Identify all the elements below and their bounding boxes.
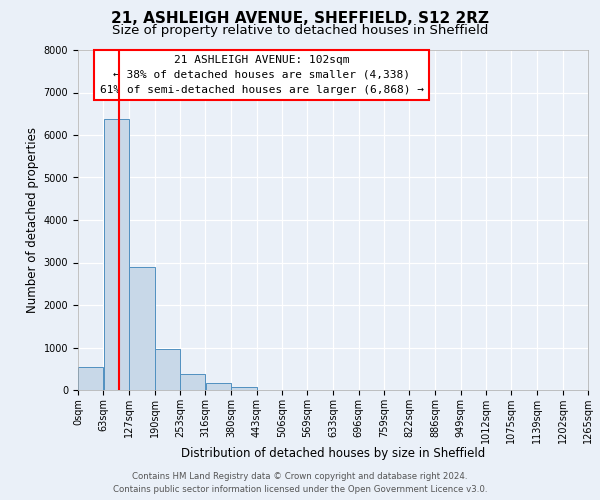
Bar	[205, 383, 231, 390]
Text: Contains HM Land Registry data © Crown copyright and database right 2024.
Contai: Contains HM Land Registry data © Crown c…	[113, 472, 487, 494]
Bar	[180, 374, 205, 390]
Y-axis label: Number of detached properties: Number of detached properties	[26, 127, 40, 313]
Bar	[130, 267, 155, 390]
Text: Size of property relative to detached houses in Sheffield: Size of property relative to detached ho…	[112, 24, 488, 37]
Text: 21, ASHLEIGH AVENUE, SHEFFIELD, S12 2RZ: 21, ASHLEIGH AVENUE, SHEFFIELD, S12 2RZ	[111, 11, 489, 26]
Bar	[104, 119, 129, 390]
Bar	[78, 366, 103, 390]
X-axis label: Distribution of detached houses by size in Sheffield: Distribution of detached houses by size …	[181, 448, 485, 460]
Text: 21 ASHLEIGH AVENUE: 102sqm
← 38% of detached houses are smaller (4,338)
61% of s: 21 ASHLEIGH AVENUE: 102sqm ← 38% of deta…	[100, 55, 424, 94]
Bar	[232, 386, 257, 390]
Bar	[155, 349, 180, 390]
